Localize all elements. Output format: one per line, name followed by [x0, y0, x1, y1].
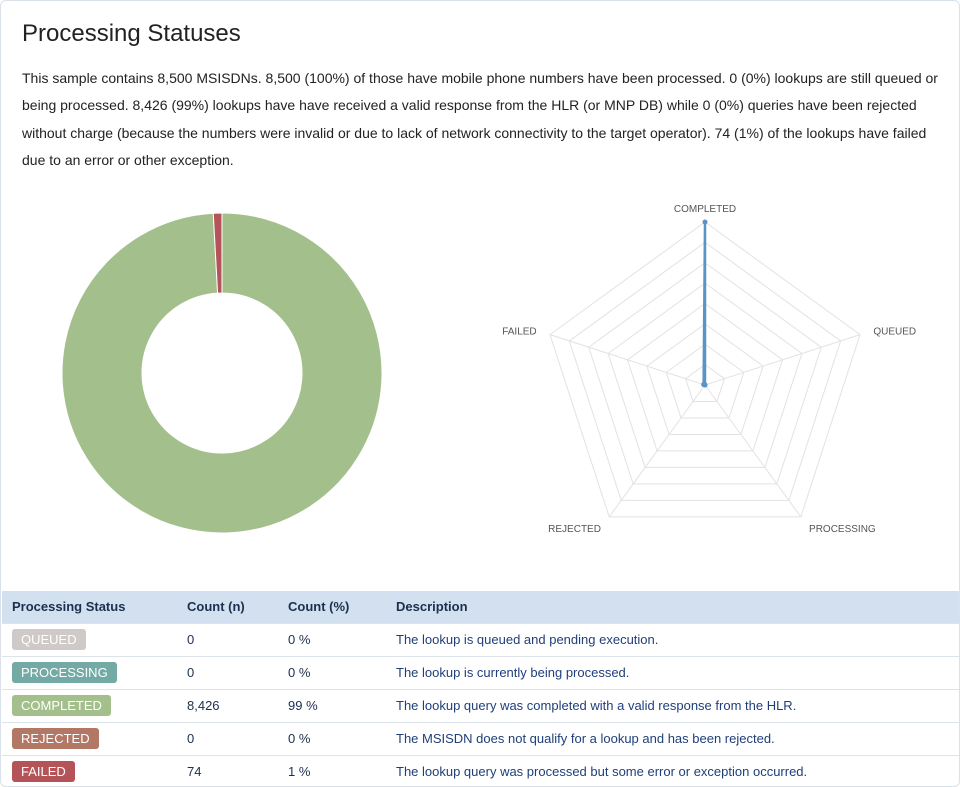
header-count-pct: Count (%) — [288, 599, 350, 615]
percent-cell: 99 % — [278, 688, 386, 722]
radar-grid-ring — [685, 364, 725, 402]
radar-point-completed[interactable] — [702, 219, 708, 225]
table-row: PROCESSING 0 0 % The lookup is currently… — [2, 655, 959, 689]
radar-grid-ring — [646, 323, 764, 435]
radar-grid-ring — [607, 282, 803, 468]
table-row: COMPLETED 8,426 99 % The lookup query wa… — [2, 688, 959, 722]
count-cell: 8,426 — [177, 688, 278, 722]
status-badge: PROCESSING — [12, 662, 117, 683]
table-row: FAILED 74 1 % The lookup query was proce… — [2, 754, 959, 786]
radar-point-failed[interactable] — [701, 382, 707, 388]
radar-axis-label: FAILED — [502, 326, 536, 337]
status-badge: QUEUED — [12, 629, 86, 650]
radar-grid-ring — [665, 343, 745, 419]
percent-cell: 0 % — [278, 721, 386, 755]
radar-axis-label: PROCESSING — [809, 524, 876, 535]
donut-chart — [61, 212, 383, 534]
radar-axis-label: QUEUED — [873, 326, 916, 337]
radar-grid-ring — [568, 241, 842, 501]
header-description: Description — [396, 599, 468, 615]
radar-axis-label: COMPLETED — [674, 204, 736, 215]
count-cell: 0 — [177, 721, 278, 755]
description-cell: The lookup query was processed but some … — [386, 754, 959, 786]
donut-slice-failed[interactable] — [212, 212, 223, 294]
radar-axis-line — [549, 334, 706, 386]
summary-text: This sample contains 8,500 MSISDNs. 8,50… — [22, 70, 938, 168]
status-badge: REJECTED — [12, 728, 99, 749]
status-badge: FAILED — [12, 761, 75, 783]
radar-chart: COMPLETED QUEUED PROCESSING REJECTED FAILED — [502, 204, 916, 535]
radar-axis-label: REJECTED — [548, 524, 601, 535]
count-cell: 74 — [177, 754, 278, 786]
radar-grid-ring — [549, 221, 861, 518]
radar-axis-line — [704, 334, 861, 386]
page-title: Processing Statuses — [22, 20, 241, 47]
percent-cell: 1 % — [278, 754, 386, 786]
radar-axis-line — [608, 384, 706, 518]
description-cell: The lookup query was completed with a va… — [386, 688, 959, 722]
status-table: Processing Status Count (n) Count (%) De… — [2, 591, 959, 786]
percent-cell: 0 % — [278, 655, 386, 689]
radar-grid-ring — [626, 302, 784, 452]
count-cell: 0 — [177, 622, 278, 656]
count-cell: 0 — [177, 655, 278, 689]
description-cell: The MSISDN does not qualify for a lookup… — [386, 721, 959, 755]
donut-slice-completed[interactable] — [61, 212, 383, 534]
table-header-row: Processing Status Count (n) Count (%) De… — [2, 591, 959, 623]
radar-grid-ring — [588, 262, 822, 485]
status-badge: COMPLETED — [12, 695, 111, 716]
table-row: REJECTED 0 0 % The MSISDN does not quali… — [2, 721, 959, 755]
percent-cell: 0 % — [278, 622, 386, 656]
description-cell: The lookup is currently being processed. — [386, 655, 959, 689]
description-cell: The lookup is queued and pending executi… — [386, 622, 959, 656]
header-count-n: Count (n) — [187, 599, 245, 615]
radar-axis-line — [704, 384, 802, 518]
table-row: QUEUED 0 0 % The lookup is queued and pe… — [2, 622, 959, 656]
radar-data-area — [702, 221, 707, 387]
header-processing-status: Processing Status — [12, 599, 126, 615]
